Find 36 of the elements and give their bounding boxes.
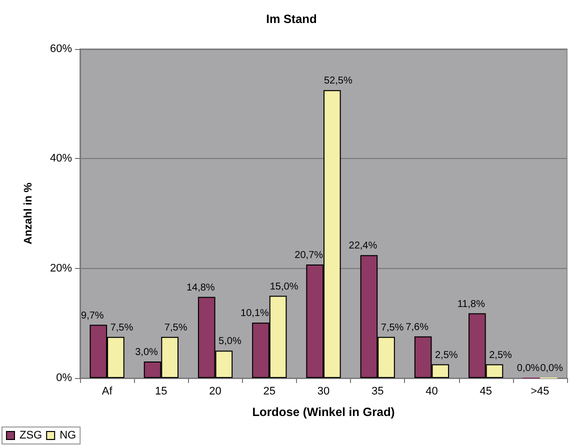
data-label: 3,0% xyxy=(135,347,158,358)
y-tick-label: 20% xyxy=(50,262,72,274)
data-label: 20,7% xyxy=(294,250,324,261)
y-tick-label: 60% xyxy=(50,43,72,55)
x-tick-label: 45 xyxy=(480,386,492,398)
data-label: 0,0% xyxy=(516,363,540,374)
chart-title: Im Stand xyxy=(266,12,317,26)
x-tick-label: 30 xyxy=(317,386,330,398)
data-label: 22,4% xyxy=(348,240,378,252)
x-tick-label: 25 xyxy=(263,386,276,398)
x-tick-label: Af xyxy=(102,386,114,398)
data-label: 10,1% xyxy=(240,308,270,320)
y-tick-label: 0% xyxy=(56,372,72,384)
data-label: 11,8% xyxy=(457,298,486,310)
legend-label: NG xyxy=(60,430,76,442)
x-tick-label: 20 xyxy=(209,386,222,398)
data-label: 9,7% xyxy=(81,310,104,322)
data-label: 0,0% xyxy=(540,363,564,374)
x-tick-label: >45 xyxy=(530,386,550,398)
data-label: 14,8% xyxy=(186,282,215,294)
data-label: 7,5% xyxy=(110,322,134,334)
x-tick-label: 40 xyxy=(426,386,438,398)
data-label: 7,6% xyxy=(406,322,429,333)
data-label: 7,5% xyxy=(164,322,188,334)
x-axis-title: Lordose (Winkel in Grad) xyxy=(252,405,395,419)
data-label: 15,0% xyxy=(270,281,298,292)
data-label: 5,0% xyxy=(218,336,242,348)
x-tick-label: 35 xyxy=(371,386,384,398)
data-label: 2,5% xyxy=(434,350,458,361)
data-label: 7,5% xyxy=(380,322,404,334)
y-tick-label: 40% xyxy=(50,152,72,165)
x-tick-label: 15 xyxy=(155,386,168,398)
data-label: 2,5% xyxy=(489,350,512,361)
data-label: 52,5% xyxy=(324,76,352,87)
y-axis-title: Anzahl in % xyxy=(22,182,34,244)
legend-label: ZSG xyxy=(20,430,42,442)
